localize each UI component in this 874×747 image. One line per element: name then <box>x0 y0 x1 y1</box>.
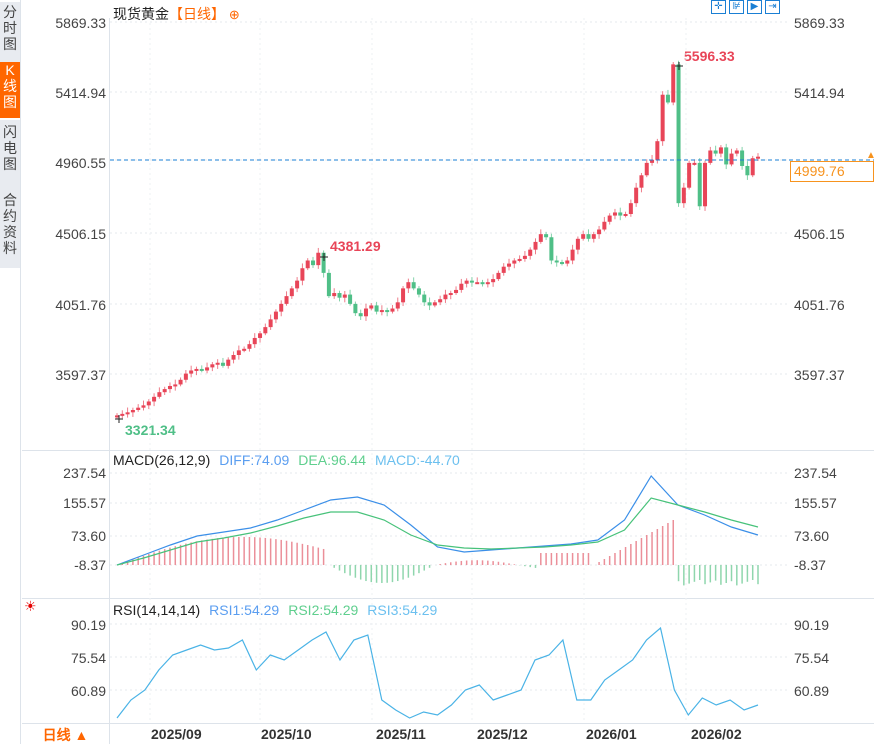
current-price-box: 4999.76 <box>790 161 874 182</box>
y-tick: 5869.33 <box>55 15 106 31</box>
add-indicator-icon[interactable]: ⊕ <box>228 7 240 22</box>
x-label: 2025/09 <box>151 726 202 742</box>
macd-y-tick-right: 237.54 <box>794 465 837 481</box>
x-label: 2026/02 <box>691 726 742 742</box>
macd-y-tick: 155.57 <box>63 495 106 511</box>
crosshair-icon[interactable]: ✛ <box>711 0 726 14</box>
y-tick-right: 4506.15 <box>794 226 845 242</box>
y-tick-right: 3597.37 <box>794 367 845 383</box>
x-label: 2026/01 <box>586 726 637 742</box>
panel-divider <box>22 598 874 599</box>
peak-annotation: 4381.29 <box>330 238 381 254</box>
rsi2-value: RSI2:54.29 <box>288 602 359 618</box>
high-annotation: 5596.33 <box>684 48 735 64</box>
y-tick: 3597.37 <box>55 367 106 383</box>
macd-y-tick-right: 155.57 <box>794 495 837 511</box>
x-label: 2025/10 <box>261 726 312 742</box>
rsi-y-tick: 60.89 <box>70 683 106 699</box>
move-right-icon[interactable]: ⇥ <box>765 0 780 14</box>
y-tick-right: 5414.94 <box>794 85 845 101</box>
diff-value: DIFF:74.09 <box>219 452 290 468</box>
macd-y-tick: -8.37 <box>74 557 106 573</box>
settings-sun-icon[interactable]: ☀ <box>24 598 37 614</box>
scroll-up-icon[interactable]: ▲ <box>866 150 874 161</box>
rsi-title: RSI(14,14,14) <box>113 602 201 618</box>
y-tick: 4960.55 <box>55 155 106 171</box>
sidebar: 分时图 K线图 闪电图 合约资料 <box>0 0 21 744</box>
chart-toolbar: ✛ ⊯ ▶ ⇥ <box>711 0 780 14</box>
macd-value: MACD:-44.70 <box>375 452 460 468</box>
y-tick: 4051.76 <box>55 297 106 313</box>
rsi1-value: RSI1:54.29 <box>209 602 280 618</box>
macd-title: MACD(26,12,9) <box>113 452 211 468</box>
play-icon[interactable]: ▶ <box>747 0 762 14</box>
rsi-y-tick: 90.19 <box>70 617 106 633</box>
zoom-range-icon[interactable]: ⊯ <box>729 0 744 14</box>
period-select-button[interactable]: 日线 ▲ <box>22 723 110 744</box>
period-label: 【日线】 <box>169 6 225 22</box>
tab-kline[interactable]: K线图 <box>0 62 20 119</box>
rsi-legend: RSI(14,14,14) RSI1:54.29 RSI2:54.29 RSI3:54… <box>113 602 446 618</box>
macd-y-tick-right: 73.60 <box>794 528 830 544</box>
low-annotation: 3321.34 <box>125 422 176 438</box>
rsi-y-tick: 75.54 <box>70 650 106 666</box>
instrument-name: 现货黄金 <box>113 6 169 22</box>
y-tick: 5414.94 <box>55 85 106 101</box>
y-tick-right: 5869.33 <box>794 15 845 31</box>
axis-divider <box>109 18 110 723</box>
x-label: 2025/11 <box>376 726 426 742</box>
macd-y-tick-right: -8.37 <box>794 557 826 573</box>
rsi3-value: RSI3:54.29 <box>367 602 438 618</box>
dea-value: DEA:96.44 <box>298 452 367 468</box>
tab-timeshare[interactable]: 分时图 <box>0 2 20 63</box>
rsi-y-tick-right: 75.54 <box>794 650 830 666</box>
x-label: 2025/12 <box>477 726 528 742</box>
rsi-y-tick-right: 60.89 <box>794 683 830 699</box>
macd-y-tick: 73.60 <box>70 528 106 544</box>
macd-legend: MACD(26,12,9) DIFF:74.09 DEA:96.44 MACD:-44… <box>113 452 469 468</box>
tab-flash[interactable]: 闪电图 <box>0 120 20 189</box>
macd-y-tick: 237.54 <box>63 465 106 481</box>
tab-contract-info[interactable]: 合约资料 <box>0 188 20 269</box>
rsi-y-tick-right: 90.19 <box>794 617 830 633</box>
y-tick: 4506.15 <box>55 226 106 242</box>
x-axis <box>22 723 874 745</box>
panel-divider <box>22 450 874 451</box>
chart-title: 现货黄金【日线】 ⊕ <box>113 4 240 24</box>
y-tick-right: 4051.76 <box>794 297 845 313</box>
